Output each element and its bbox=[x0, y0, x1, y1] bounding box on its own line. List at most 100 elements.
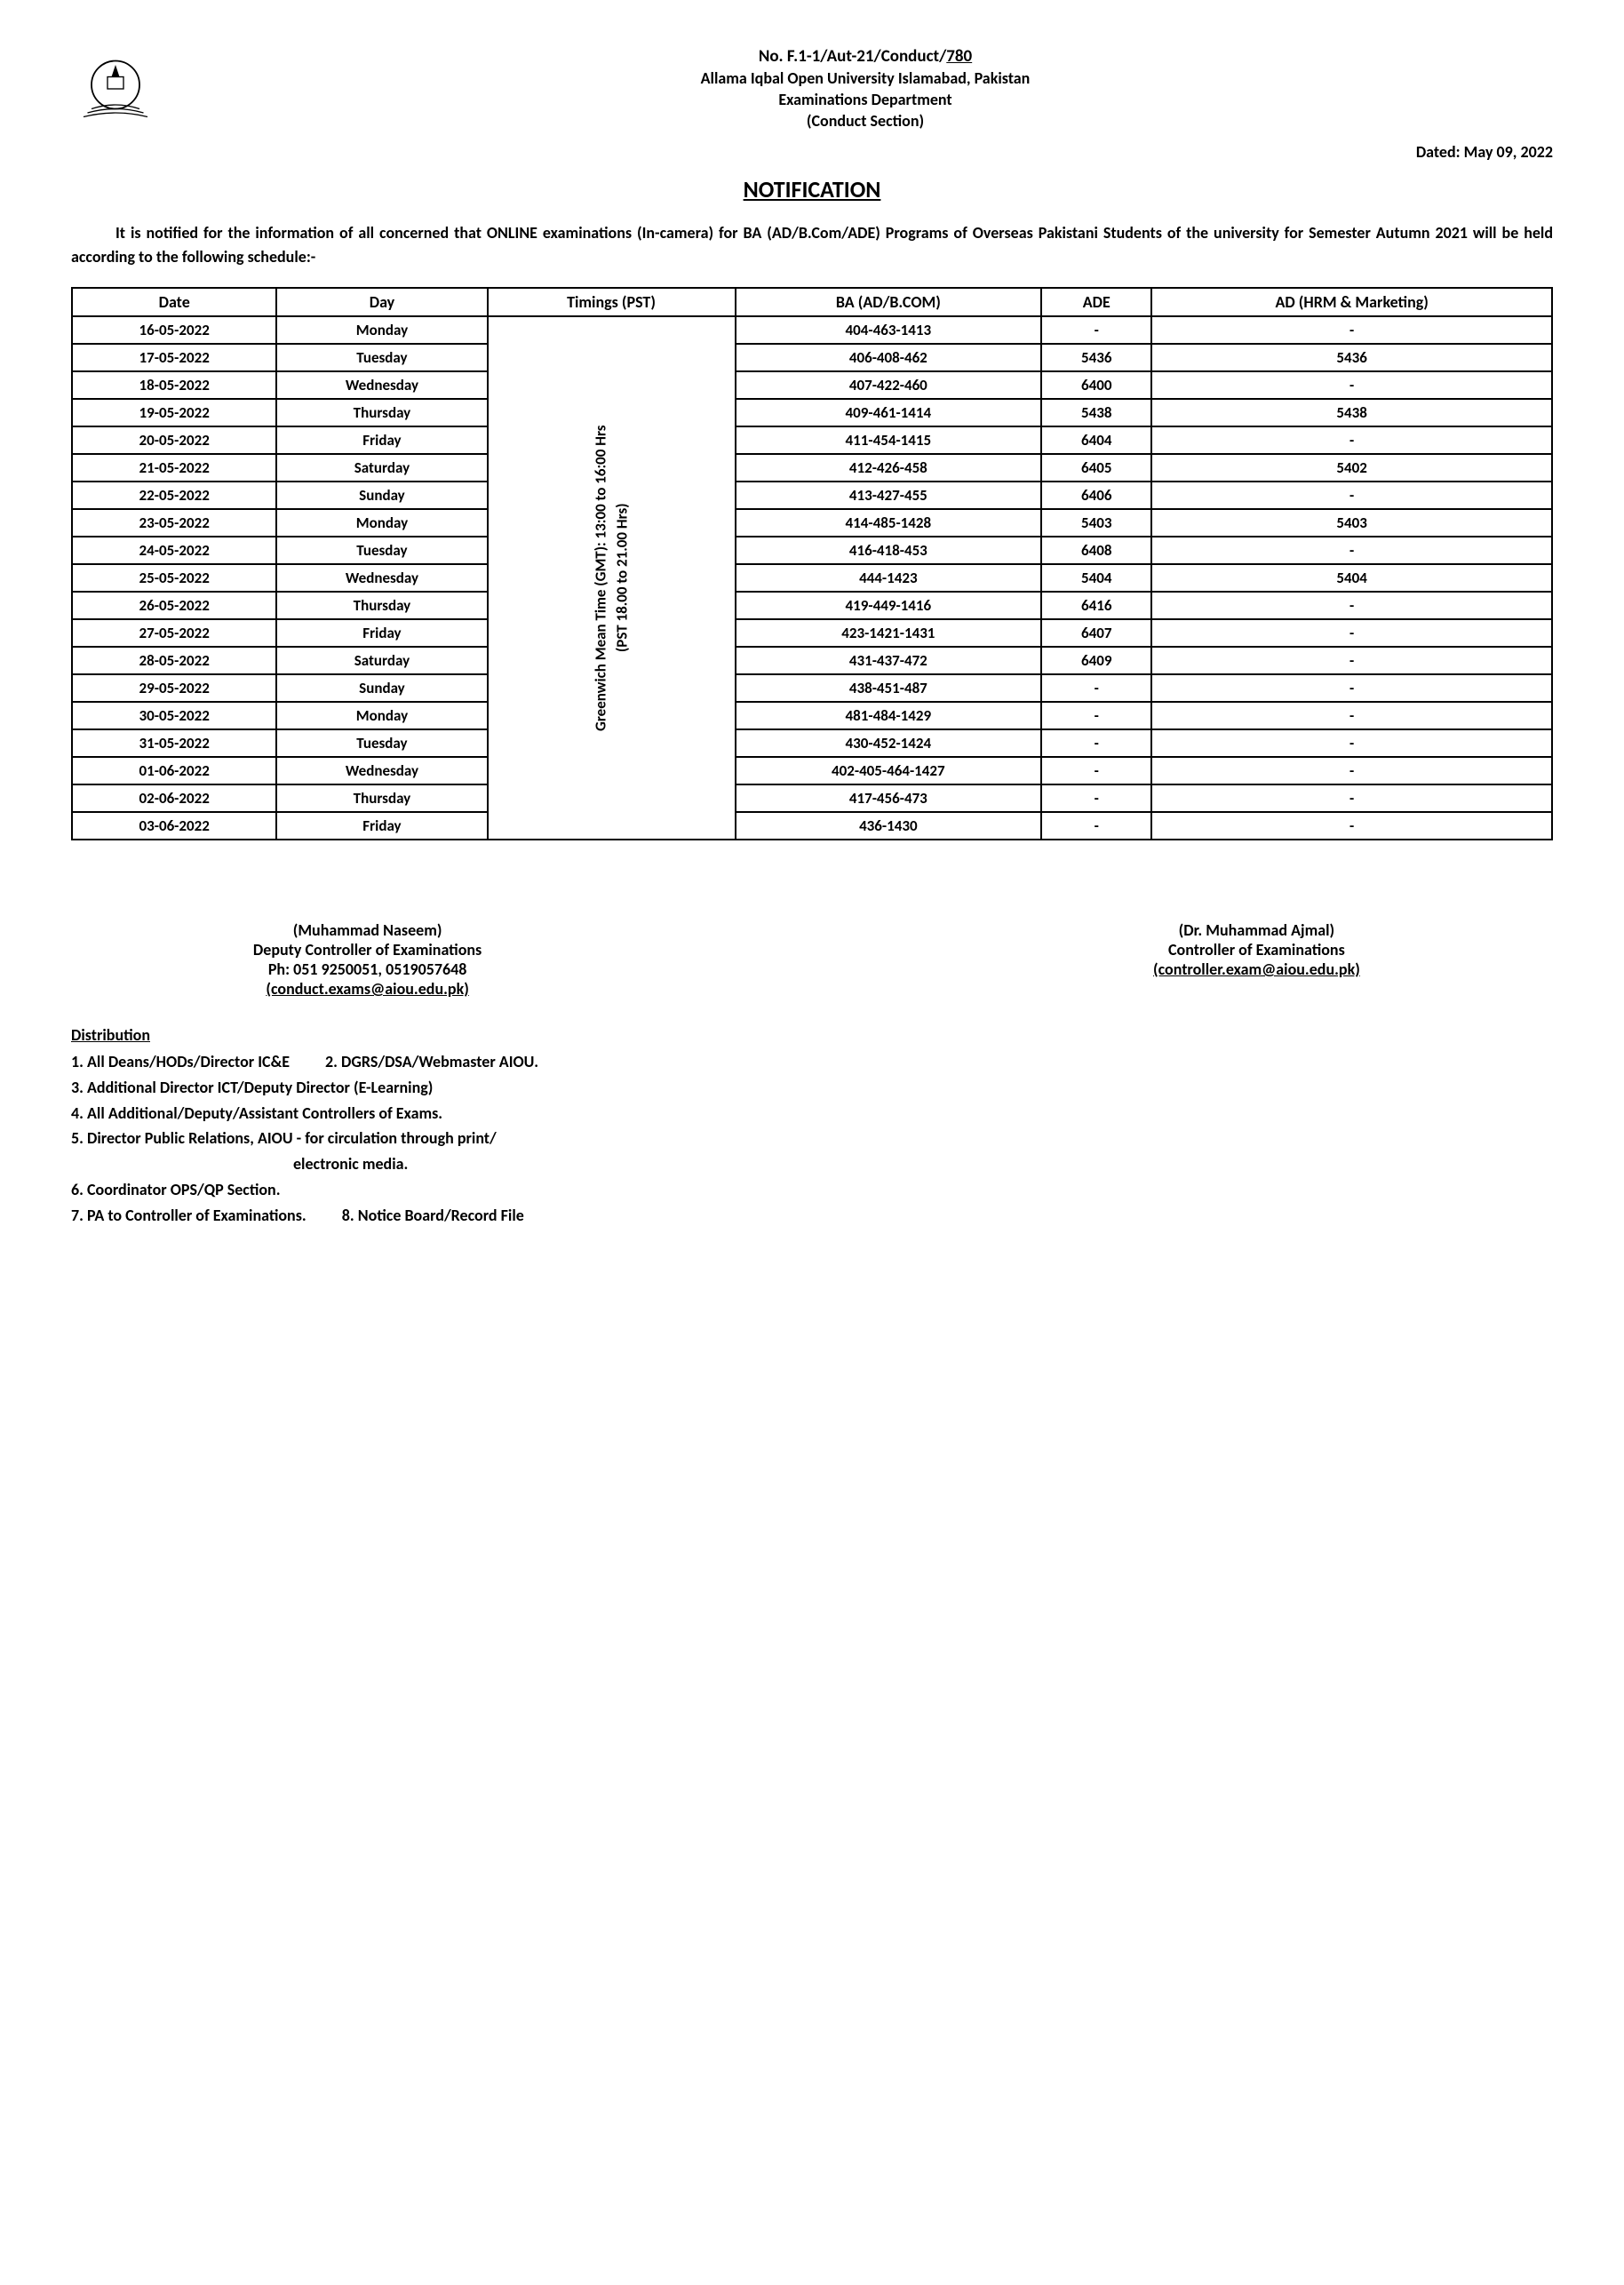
cell-ba: 402-405-464-1427 bbox=[736, 757, 1042, 784]
dist-item: 7. PA to Controller of Examinations. bbox=[71, 1203, 306, 1229]
dist-item: 6. Coordinator OPS/QP Section. bbox=[71, 1177, 1553, 1203]
col-ade: ADE bbox=[1041, 288, 1151, 316]
col-timings: Timings (PST) bbox=[488, 288, 736, 316]
dist-item-sub: electronic media. bbox=[293, 1151, 1553, 1177]
section-name: (Conduct Section) bbox=[178, 111, 1553, 131]
cell-ba: 416-418-453 bbox=[736, 537, 1042, 564]
table-header-row: Date Day Timings (PST) BA (AD/B.COM) ADE… bbox=[72, 288, 1552, 316]
table-row: 19-05-2022Thursday409-461-141454385438 bbox=[72, 399, 1552, 426]
cell-adhm: 5404 bbox=[1151, 564, 1552, 592]
cell-date: 27-05-2022 bbox=[72, 619, 276, 647]
cell-adhm: - bbox=[1151, 537, 1552, 564]
notification-title: NOTIFICATION bbox=[71, 175, 1553, 203]
header-text-block: No. F.1-1/Aut-21/Conduct/780 Allama Iqba… bbox=[178, 44, 1553, 132]
cell-date: 03-06-2022 bbox=[72, 812, 276, 840]
cell-adhm: - bbox=[1151, 371, 1552, 399]
cell-adhm: - bbox=[1151, 784, 1552, 812]
table-row: 02-06-2022Thursday417-456-473-- bbox=[72, 784, 1552, 812]
cell-ba: 406-408-462 bbox=[736, 344, 1042, 371]
cell-day: Sunday bbox=[276, 674, 487, 702]
cell-ba: 414-485-1428 bbox=[736, 509, 1042, 537]
ref-suffix: 780 bbox=[946, 46, 972, 67]
cell-ade: - bbox=[1041, 784, 1151, 812]
cell-ade: 6407 bbox=[1041, 619, 1151, 647]
table-row: 28-05-2022Saturday431-437-4726409- bbox=[72, 647, 1552, 674]
cell-date: 23-05-2022 bbox=[72, 509, 276, 537]
table-row: 30-05-2022Monday481-484-1429-- bbox=[72, 702, 1552, 729]
table-row: 25-05-2022Wednesday444-142354045404 bbox=[72, 564, 1552, 592]
table-row: 29-05-2022Sunday438-451-487-- bbox=[72, 674, 1552, 702]
cell-adhm: 5402 bbox=[1151, 454, 1552, 482]
cell-day: Saturday bbox=[276, 647, 487, 674]
university-name: Allama Iqbal Open University Islamabad, … bbox=[178, 68, 1553, 88]
col-adhm: AD (HRM & Marketing) bbox=[1151, 288, 1552, 316]
cell-timings: Greenwich Mean Time (GMT): 13:00 to 16:0… bbox=[488, 316, 736, 840]
cell-ba: 404-463-1413 bbox=[736, 316, 1042, 344]
cell-date: 17-05-2022 bbox=[72, 344, 276, 371]
university-logo bbox=[71, 44, 160, 133]
table-row: 17-05-2022Tuesday406-408-46254365436 bbox=[72, 344, 1552, 371]
cell-ade: 6409 bbox=[1041, 647, 1151, 674]
cell-day: Saturday bbox=[276, 454, 487, 482]
cell-ba: 438-451-487 bbox=[736, 674, 1042, 702]
cell-adhm: 5438 bbox=[1151, 399, 1552, 426]
cell-adhm: - bbox=[1151, 619, 1552, 647]
cell-adhm: - bbox=[1151, 674, 1552, 702]
table-row: 27-05-2022Friday423-1421-14316407- bbox=[72, 619, 1552, 647]
cell-ade: 6405 bbox=[1041, 454, 1151, 482]
cell-ba: 481-484-1429 bbox=[736, 702, 1042, 729]
cell-date: 21-05-2022 bbox=[72, 454, 276, 482]
cell-date: 18-05-2022 bbox=[72, 371, 276, 399]
table-row: 22-05-2022Sunday413-427-4556406- bbox=[72, 482, 1552, 509]
cell-adhm: - bbox=[1151, 647, 1552, 674]
sig-left-phone: Ph: 051 9250051, 0519057648 bbox=[71, 959, 664, 979]
cell-ade: 5403 bbox=[1041, 509, 1151, 537]
header-section: No. F.1-1/Aut-21/Conduct/780 Allama Iqba… bbox=[71, 44, 1553, 133]
cell-ba: 431-437-472 bbox=[736, 647, 1042, 674]
col-day: Day bbox=[276, 288, 487, 316]
sig-left-name: (Muhammad Naseem) bbox=[71, 920, 664, 940]
cell-date: 19-05-2022 bbox=[72, 399, 276, 426]
distribution-title: Distribution bbox=[71, 1025, 1553, 1045]
department-name: Examinations Department bbox=[178, 90, 1553, 109]
cell-ade: 6404 bbox=[1041, 426, 1151, 454]
sig-left-email: (conduct.exams@aiou.edu.pk) bbox=[71, 979, 664, 999]
cell-ade: - bbox=[1041, 729, 1151, 757]
reference-number: No. F.1-1/Aut-21/Conduct/780 bbox=[178, 46, 1553, 67]
cell-day: Sunday bbox=[276, 482, 487, 509]
cell-ade: - bbox=[1041, 757, 1151, 784]
ref-prefix: No. F.1-1/Aut-21/Conduct/ bbox=[759, 46, 946, 67]
table-row: 20-05-2022Friday411-454-14156404- bbox=[72, 426, 1552, 454]
dist-item: 4. All Additional/Deputy/Assistant Contr… bbox=[71, 1101, 1553, 1127]
table-row: 31-05-2022Tuesday430-452-1424-- bbox=[72, 729, 1552, 757]
table-row: 24-05-2022Tuesday416-418-4536408- bbox=[72, 537, 1552, 564]
cell-date: 25-05-2022 bbox=[72, 564, 276, 592]
table-row: 23-05-2022Monday414-485-142854035403 bbox=[72, 509, 1552, 537]
cell-ade: - bbox=[1041, 316, 1151, 344]
cell-day: Thursday bbox=[276, 399, 487, 426]
cell-ba: 411-454-1415 bbox=[736, 426, 1042, 454]
col-ba: BA (AD/B.COM) bbox=[736, 288, 1042, 316]
cell-day: Wednesday bbox=[276, 371, 487, 399]
cell-ade: 6400 bbox=[1041, 371, 1151, 399]
table-row: 01-06-2022Wednesday402-405-464-1427-- bbox=[72, 757, 1552, 784]
cell-date: 20-05-2022 bbox=[72, 426, 276, 454]
cell-date: 26-05-2022 bbox=[72, 592, 276, 619]
cell-ade: 5438 bbox=[1041, 399, 1151, 426]
cell-ba: 412-426-458 bbox=[736, 454, 1042, 482]
cell-day: Tuesday bbox=[276, 729, 487, 757]
cell-day: Monday bbox=[276, 316, 487, 344]
cell-date: 30-05-2022 bbox=[72, 702, 276, 729]
cell-ade: 6416 bbox=[1041, 592, 1151, 619]
sig-left-title: Deputy Controller of Examinations bbox=[71, 940, 664, 959]
signature-left: (Muhammad Naseem) Deputy Controller of E… bbox=[71, 876, 664, 999]
cell-date: 16-05-2022 bbox=[72, 316, 276, 344]
cell-date: 22-05-2022 bbox=[72, 482, 276, 509]
cell-ade: 5404 bbox=[1041, 564, 1151, 592]
cell-day: Wednesday bbox=[276, 564, 487, 592]
cell-adhm: - bbox=[1151, 592, 1552, 619]
dated-line: Dated: May 09, 2022 bbox=[71, 142, 1553, 162]
dist-item: 2. DGRS/DSA/Webmaster AIOU. bbox=[325, 1049, 538, 1075]
exam-schedule-table: Date Day Timings (PST) BA (AD/B.COM) ADE… bbox=[71, 287, 1553, 840]
cell-day: Tuesday bbox=[276, 344, 487, 371]
